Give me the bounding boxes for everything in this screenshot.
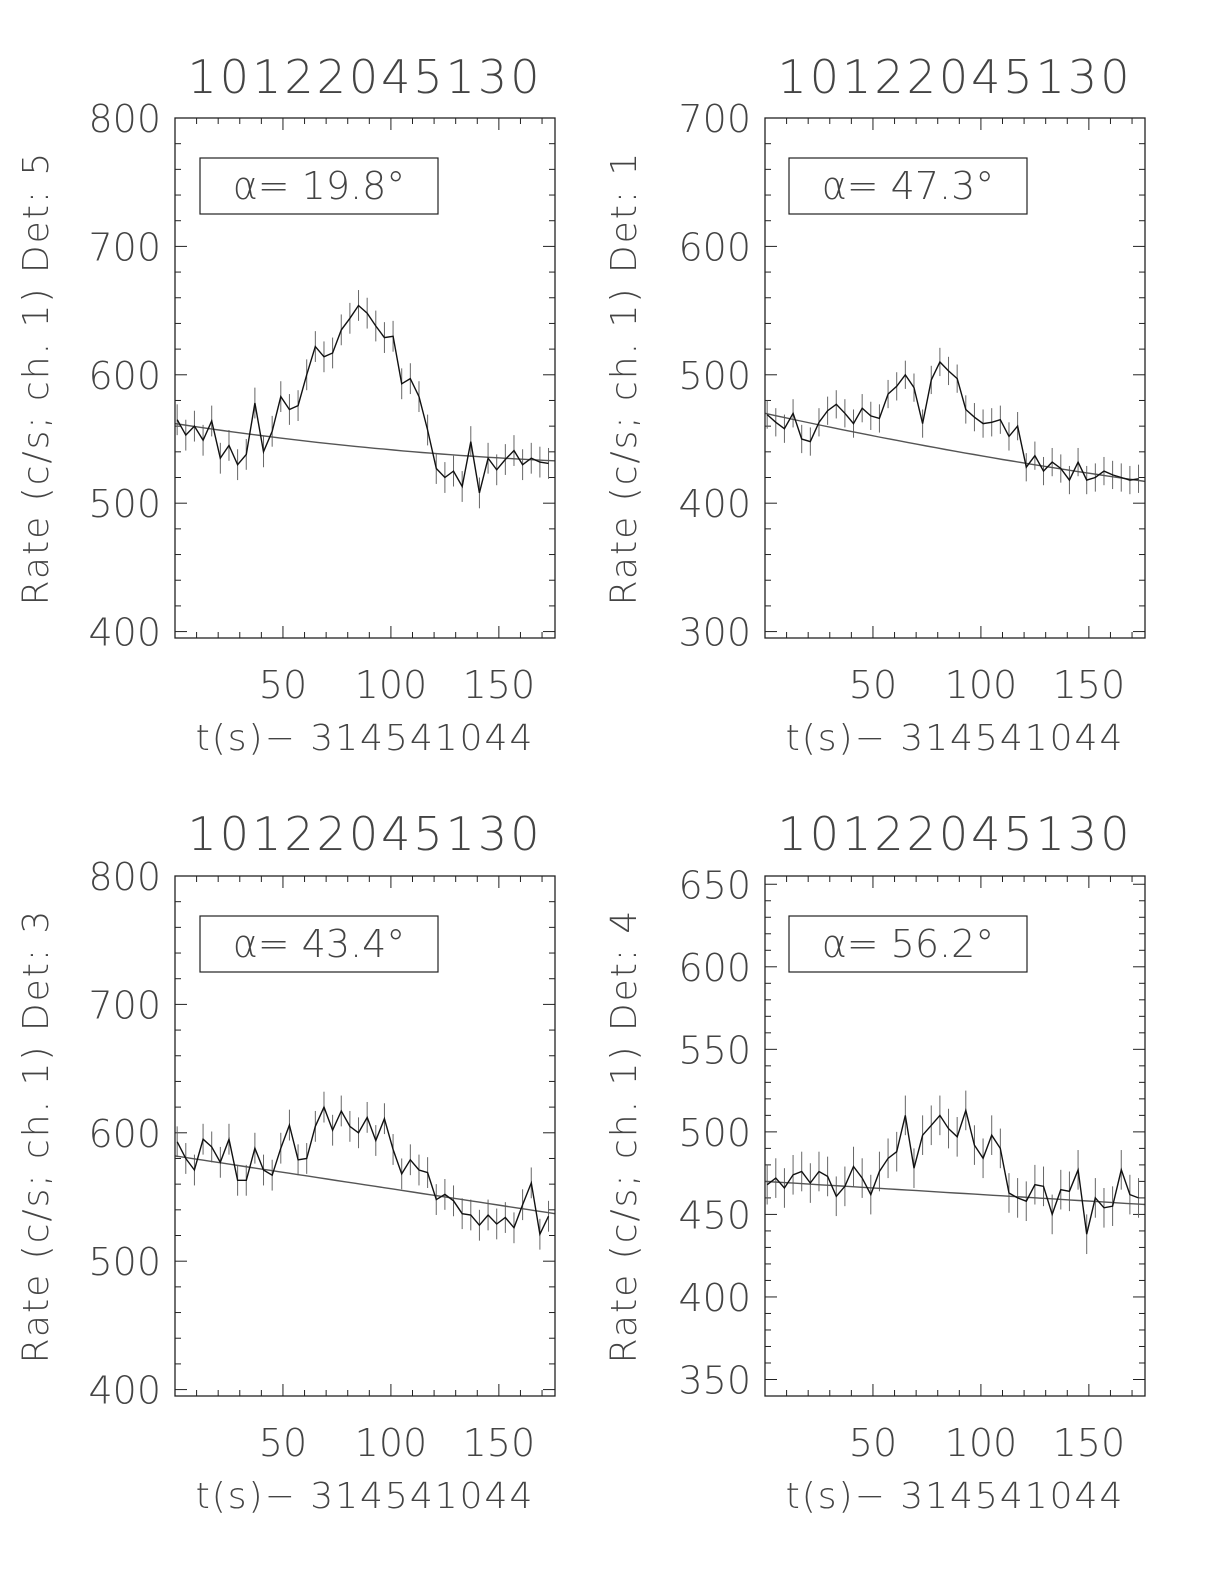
background-fit-line bbox=[764, 1180, 1146, 1206]
panel-title: 10122045130 bbox=[778, 807, 1133, 861]
panel-det-5: 10122045130 Rate (c/s; ch. 1) Det: 5 t(s… bbox=[16, 50, 556, 759]
x-tick-label: 100 bbox=[355, 1421, 428, 1465]
x-tick-label: 150 bbox=[463, 663, 536, 707]
y-tick-label: 800 bbox=[88, 97, 161, 141]
x-tick-label: 150 bbox=[1053, 663, 1126, 707]
plot-area: 50 100 150 300 400 500 600 700 bbox=[678, 97, 1146, 707]
y-tick-label: 650 bbox=[678, 863, 751, 907]
alpha-legend-box bbox=[199, 157, 439, 215]
x-tick-label: 150 bbox=[1053, 1421, 1126, 1465]
plot-frame bbox=[764, 875, 1146, 1397]
y-tick-label: 600 bbox=[88, 354, 161, 398]
alpha-legend-box bbox=[788, 157, 1028, 215]
plot-frame bbox=[174, 875, 556, 1397]
y-tick-label: 400 bbox=[88, 611, 161, 655]
plot-frame bbox=[764, 117, 1146, 639]
y-tick-label: 400 bbox=[678, 482, 751, 526]
y-tick-label: 500 bbox=[88, 1240, 161, 1284]
panel-det-4: 10122045130 Rate (c/s; ch. 1) Det: 4 t(s… bbox=[604, 807, 1146, 1517]
x-tick-label: 100 bbox=[945, 663, 1018, 707]
x-tick-label: 50 bbox=[259, 663, 307, 707]
background-fit-line bbox=[764, 412, 1146, 483]
alpha-legend: α= 47.3° bbox=[822, 164, 995, 208]
rate-series-line bbox=[176, 1105, 550, 1237]
y-tick-label: 800 bbox=[88, 855, 161, 899]
x-axis-label: t(s)− 314541044 bbox=[196, 718, 535, 759]
y-axis-label: Rate (c/s; ch. 1) Det: 4 bbox=[604, 909, 645, 1364]
y-axis-label: Rate (c/s; ch. 1) Det: 3 bbox=[16, 909, 57, 1364]
panel-det-3: 10122045130 Rate (c/s; ch. 1) Det: 3 t(s… bbox=[16, 807, 556, 1517]
plot-area: 50 100 150 350 400 450 500 550 600 650 bbox=[678, 863, 1146, 1465]
x-tick-label: 100 bbox=[355, 663, 428, 707]
y-tick-label: 600 bbox=[88, 1112, 161, 1156]
y-tick-label: 400 bbox=[88, 1369, 161, 1413]
x-tick-label: 100 bbox=[945, 1421, 1018, 1465]
background-fit-line bbox=[174, 1155, 556, 1215]
rate-series-line bbox=[766, 360, 1139, 482]
x-tick-label: 50 bbox=[259, 1421, 307, 1465]
rate-series-line bbox=[766, 1107, 1139, 1235]
alpha-legend: α= 43.4° bbox=[233, 922, 406, 966]
x-axis-label: t(s)− 314541044 bbox=[196, 1476, 535, 1517]
y-tick-label: 450 bbox=[678, 1193, 751, 1237]
x-tick-label: 50 bbox=[849, 663, 897, 707]
x-tick-label: 150 bbox=[463, 1421, 536, 1465]
y-tick-label: 350 bbox=[678, 1358, 751, 1402]
background-fit-line bbox=[174, 422, 556, 462]
y-tick-label: 550 bbox=[678, 1028, 751, 1072]
y-tick-label: 500 bbox=[88, 482, 161, 526]
y-tick-label: 500 bbox=[678, 354, 751, 398]
y-tick-label: 500 bbox=[678, 1111, 751, 1155]
x-tick-label: 50 bbox=[849, 1421, 897, 1465]
alpha-legend: α= 56.2° bbox=[822, 922, 995, 966]
y-tick-label: 700 bbox=[88, 225, 161, 269]
x-axis-label: t(s)− 314541044 bbox=[786, 718, 1125, 759]
plot-area: 50 100 150 400 500 600 700 800 bbox=[88, 97, 556, 707]
y-tick-label: 600 bbox=[678, 946, 751, 990]
y-tick-label: 300 bbox=[678, 611, 751, 655]
panel-title: 10122045130 bbox=[188, 807, 543, 861]
panel-det-1: 10122045130 Rate (c/s; ch. 1) Det: 1 t(s… bbox=[604, 50, 1146, 759]
alpha-legend-box bbox=[199, 915, 439, 973]
plot-area: 50 100 150 400 500 600 700 800 bbox=[88, 855, 556, 1465]
panel-title: 10122045130 bbox=[778, 50, 1133, 104]
y-tick-label: 700 bbox=[678, 97, 751, 141]
y-axis-label: Rate (c/s; ch. 1) Det: 5 bbox=[16, 151, 57, 606]
alpha-legend-box bbox=[788, 915, 1028, 973]
alpha-legend: α= 19.8° bbox=[233, 164, 406, 208]
y-tick-label: 400 bbox=[678, 1276, 751, 1320]
y-axis-label: Rate (c/s; ch. 1) Det: 1 bbox=[604, 151, 645, 606]
rate-series-line bbox=[176, 304, 549, 494]
y-tick-label: 600 bbox=[678, 225, 751, 269]
plot-frame bbox=[174, 117, 556, 639]
panel-title: 10122045130 bbox=[188, 50, 543, 104]
y-tick-label: 700 bbox=[88, 983, 161, 1027]
x-axis-label: t(s)− 314541044 bbox=[786, 1476, 1125, 1517]
